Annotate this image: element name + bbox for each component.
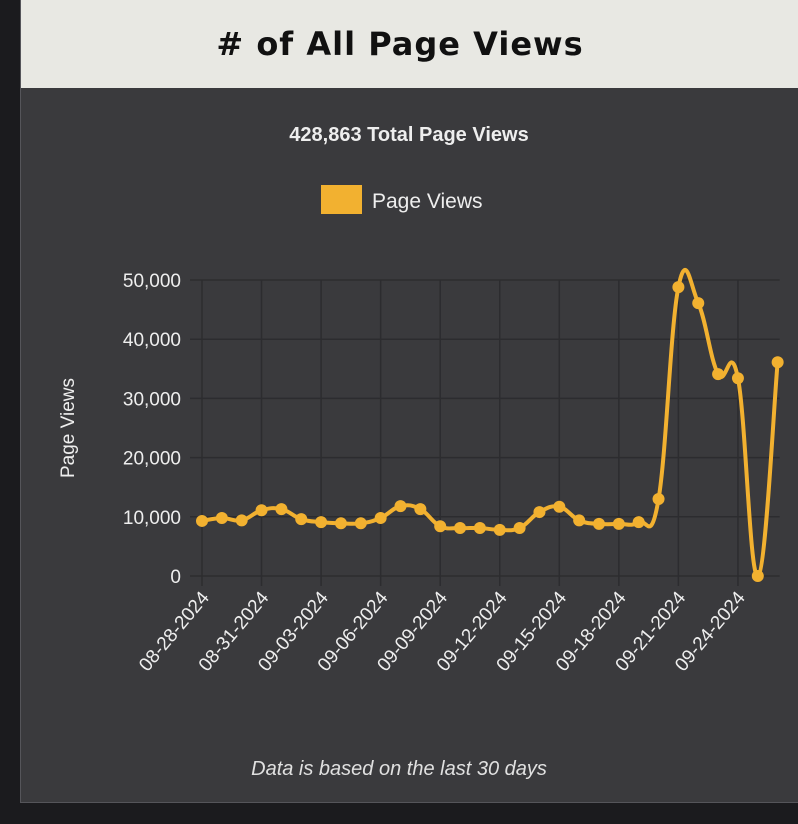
data-point — [751, 570, 764, 582]
data-point — [632, 516, 645, 529]
y-tick-label: 50,000 — [123, 271, 181, 292]
y-tick-label: 20,000 — [123, 449, 181, 470]
data-point — [334, 517, 347, 530]
y-tick-label: 40,000 — [123, 330, 181, 351]
chart-title: 428,863 Total Page Views — [289, 124, 528, 146]
data-point — [215, 511, 228, 524]
y-tick-label: 10,000 — [123, 508, 181, 529]
data-point — [434, 520, 447, 533]
data-point — [692, 297, 705, 310]
card-title: # of All Page Views — [216, 25, 584, 63]
series-line-page-views — [201, 267, 780, 579]
data-point — [473, 522, 486, 535]
data-point — [315, 516, 328, 529]
data-point — [593, 517, 605, 530]
data-point — [275, 503, 288, 516]
data-point — [652, 493, 665, 506]
y-tick-label: 0 — [170, 567, 181, 588]
data-point — [771, 356, 784, 369]
card-header: # of All Page Views — [21, 0, 798, 88]
legend-label: Page Views — [372, 190, 483, 213]
data-point — [513, 522, 526, 535]
data-point — [533, 506, 546, 519]
data-point — [612, 517, 625, 530]
y-tick-label: 30,000 — [123, 389, 181, 410]
data-point — [672, 281, 685, 294]
data-point — [553, 500, 566, 513]
data-point — [454, 522, 467, 535]
data-point — [196, 514, 208, 527]
y-axis-label: Page Views — [58, 378, 79, 478]
data-point — [493, 523, 506, 536]
data-point — [731, 372, 744, 385]
data-point — [295, 513, 308, 526]
data-point — [414, 503, 427, 516]
data-point — [573, 514, 586, 527]
data-point — [255, 504, 268, 517]
data-point — [394, 500, 407, 513]
data-point — [712, 368, 725, 381]
footer-note: Data is based on the last 30 days — [251, 758, 547, 780]
data-point — [374, 511, 387, 524]
data-point — [354, 517, 367, 530]
legend-swatch — [321, 185, 362, 214]
data-point — [235, 514, 248, 527]
